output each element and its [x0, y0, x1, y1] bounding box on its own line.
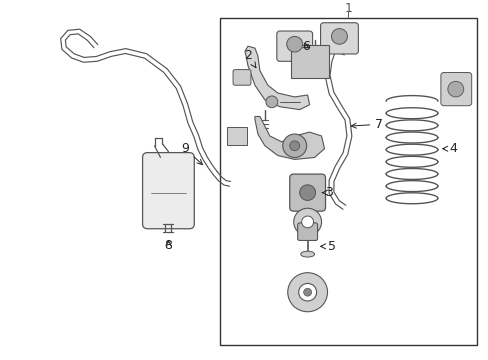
FancyBboxPatch shape — [142, 153, 194, 229]
FancyBboxPatch shape — [297, 223, 317, 240]
Circle shape — [303, 288, 311, 296]
Text: 6: 6 — [301, 40, 309, 53]
Circle shape — [289, 141, 299, 150]
FancyBboxPatch shape — [289, 174, 325, 211]
Circle shape — [301, 216, 313, 228]
Text: 3: 3 — [322, 186, 333, 199]
Bar — [220, 18, 476, 345]
Text: 5: 5 — [320, 240, 335, 253]
Text: 4: 4 — [442, 142, 457, 155]
Ellipse shape — [300, 251, 314, 257]
FancyBboxPatch shape — [290, 45, 328, 78]
FancyBboxPatch shape — [440, 72, 471, 106]
Circle shape — [287, 273, 327, 312]
FancyBboxPatch shape — [233, 69, 250, 85]
Circle shape — [286, 36, 302, 52]
Circle shape — [293, 208, 321, 235]
Text: 7: 7 — [350, 118, 383, 131]
Polygon shape — [254, 117, 324, 159]
FancyBboxPatch shape — [226, 127, 246, 145]
Circle shape — [331, 28, 346, 44]
Circle shape — [298, 283, 316, 301]
FancyBboxPatch shape — [320, 23, 358, 54]
FancyBboxPatch shape — [276, 31, 312, 61]
Circle shape — [265, 96, 277, 108]
Text: 9: 9 — [181, 142, 202, 165]
Text: 8: 8 — [164, 239, 172, 252]
Circle shape — [447, 81, 463, 97]
Circle shape — [299, 185, 315, 201]
Polygon shape — [244, 46, 309, 110]
Circle shape — [282, 134, 306, 157]
Text: 2: 2 — [244, 49, 255, 68]
Text: 1: 1 — [344, 1, 352, 15]
